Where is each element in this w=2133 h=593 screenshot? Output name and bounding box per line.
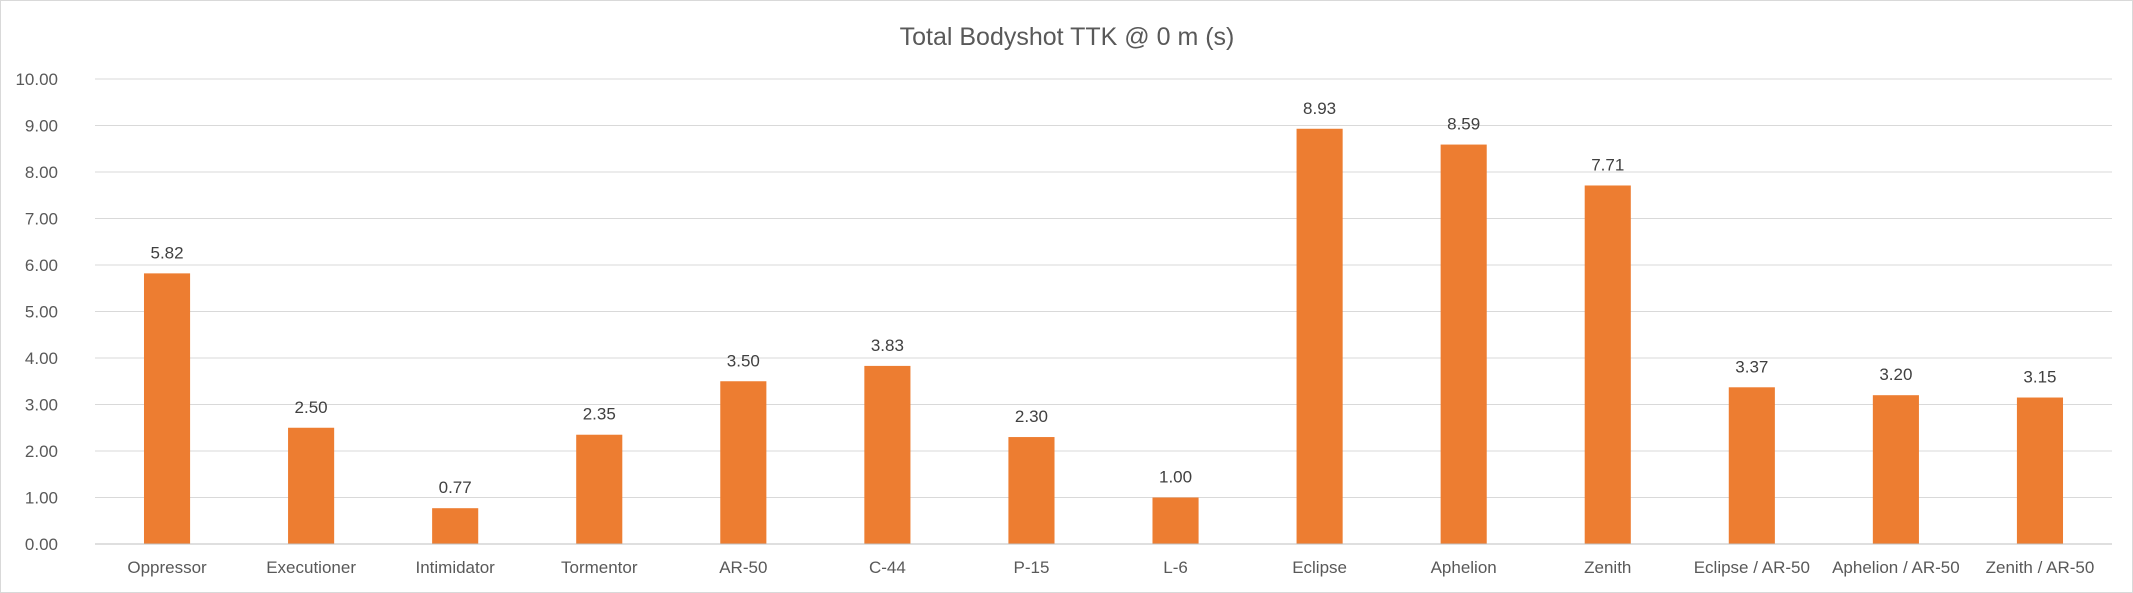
bar: [1008, 437, 1055, 544]
x-tick-label: Tormentor: [561, 558, 638, 577]
y-tick-label: 10.00: [15, 70, 58, 89]
x-tick-label: Aphelion / AR-50: [1832, 558, 1960, 577]
data-label: 8.59: [1447, 115, 1480, 134]
bar: [288, 427, 335, 544]
data-label: 2.50: [295, 398, 328, 417]
bars: [143, 128, 2064, 545]
data-label: 3.50: [727, 351, 760, 370]
y-tick-label: 0.00: [25, 535, 58, 554]
bar: [1152, 497, 1199, 544]
bar: [1584, 185, 1631, 545]
x-tick-label: P-15: [1014, 558, 1050, 577]
x-tick-label: Aphelion: [1431, 558, 1497, 577]
data-label: 3.15: [2023, 368, 2056, 387]
data-label: 3.83: [871, 336, 904, 355]
y-tick-label: 1.00: [25, 489, 58, 508]
bar: [1296, 128, 1343, 544]
y-tick-label: 9.00: [25, 117, 58, 136]
x-axis-tick-labels: Oppressor Executioner Intimidator Tormentor…: [127, 558, 2094, 577]
data-label: 8.93: [1303, 99, 1336, 118]
x-tick-label: Eclipse: [1292, 558, 1347, 577]
y-axis-tick-labels: 0.00 1.00 2.00 3.00 4.00 5.00 6.00 7.00 8.00 9.00…: [15, 70, 58, 554]
y-tick-label: 6.00: [25, 256, 58, 275]
bar: [1872, 395, 1919, 544]
bar: [143, 273, 191, 544]
y-tick-label: 7.00: [25, 210, 58, 229]
x-tick-label: L-6: [1163, 558, 1188, 577]
bar: [2016, 397, 2064, 544]
y-tick-label: 4.00: [25, 349, 58, 368]
data-label: 0.77: [439, 478, 472, 497]
x-tick-label: Oppressor: [127, 558, 207, 577]
bar: [1728, 387, 1775, 544]
data-label: 5.82: [150, 243, 183, 262]
y-tick-label: 2.00: [25, 442, 58, 461]
data-label: 1.00: [1159, 468, 1192, 487]
x-tick-label: Executioner: [266, 558, 356, 577]
bar: [864, 365, 911, 544]
data-label: 2.30: [1015, 407, 1048, 426]
bar: [1440, 144, 1487, 544]
data-labels: 5.82 2.50 0.77 2.35 3.50 3.83 2.30 1.00 8.93 8.59…: [150, 99, 2056, 497]
bar: [432, 508, 479, 544]
x-tick-label: C-44: [869, 558, 906, 577]
y-tick-label: 3.00: [25, 396, 58, 415]
data-label: 7.71: [1591, 155, 1624, 174]
x-tick-label: Zenith / AR-50: [1986, 558, 2095, 577]
x-tick-label: Zenith: [1584, 558, 1631, 577]
x-tick-label: Eclipse / AR-50: [1694, 558, 1810, 577]
data-label: 2.35: [583, 405, 616, 424]
x-tick-label: AR-50: [719, 558, 767, 577]
y-tick-label: 8.00: [25, 163, 58, 182]
y-tick-label: 5.00: [25, 303, 58, 322]
x-tick-label: Intimidator: [415, 558, 495, 577]
data-label: 3.37: [1735, 357, 1768, 376]
data-label: 3.20: [1879, 365, 1912, 384]
gridlines: [95, 78, 2112, 498]
bar: [576, 434, 623, 544]
chart-title: Total Bodyshot TTK @ 0 m (s): [900, 23, 1235, 51]
bar: [720, 381, 767, 544]
